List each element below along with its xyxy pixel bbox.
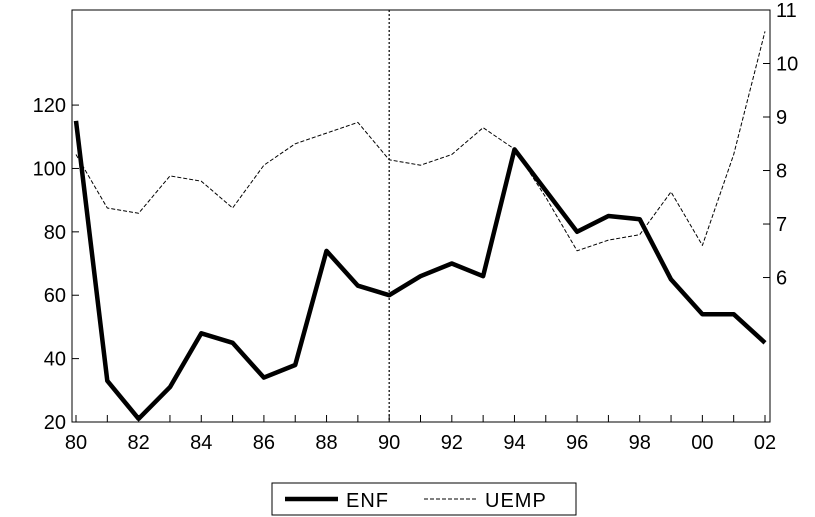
x-tick-label: 00 — [691, 432, 713, 454]
x-tick-label: 96 — [566, 432, 588, 454]
x-tick-label: 88 — [315, 432, 337, 454]
left-y-tick-label: 40 — [44, 349, 66, 371]
left-y-axis: 20 40 60 80 100 120 — [33, 95, 79, 434]
legend-label-enf: ENF — [346, 490, 389, 512]
right-y-tick-label: 10 — [776, 54, 798, 76]
x-tick-label: 98 — [629, 432, 651, 454]
right-y-axis: 6 7 8 9 10 11 — [763, 0, 798, 290]
left-y-tick-label: 120 — [33, 95, 66, 117]
left-y-tick-label: 100 — [33, 158, 66, 180]
right-y-tick-label: 8 — [776, 161, 787, 183]
right-y-tick-label: 9 — [776, 107, 787, 129]
series-layer — [73, 31, 767, 422]
legend-label-uemp: UEMP — [485, 490, 547, 512]
left-y-tick-label: 80 — [44, 222, 66, 244]
legend: ENF UEMP — [271, 482, 577, 516]
x-tick-label: 86 — [253, 432, 275, 454]
x-tick-label: 84 — [190, 432, 212, 454]
x-tick-label: 92 — [441, 432, 463, 454]
right-y-tick-label: 6 — [776, 268, 787, 290]
left-y-tick-label: 60 — [44, 285, 66, 307]
x-tick-label: 02 — [754, 432, 776, 454]
x-tick-label: 82 — [128, 432, 150, 454]
x-tick-label: 94 — [503, 432, 525, 454]
left-y-tick-label: 20 — [44, 412, 66, 434]
series-line-uemp — [75, 31, 766, 252]
right-y-tick-label: 7 — [776, 214, 787, 236]
x-tick-label: 80 — [65, 432, 87, 454]
x-tick-label: 90 — [378, 432, 400, 454]
right-y-tick-label: 11 — [776, 0, 797, 22]
plot-frame — [71, 9, 771, 423]
series-line-enf — [73, 120, 767, 422]
x-axis: 80 82 84 86 88 90 92 94 96 98 00 02 — [65, 415, 776, 454]
